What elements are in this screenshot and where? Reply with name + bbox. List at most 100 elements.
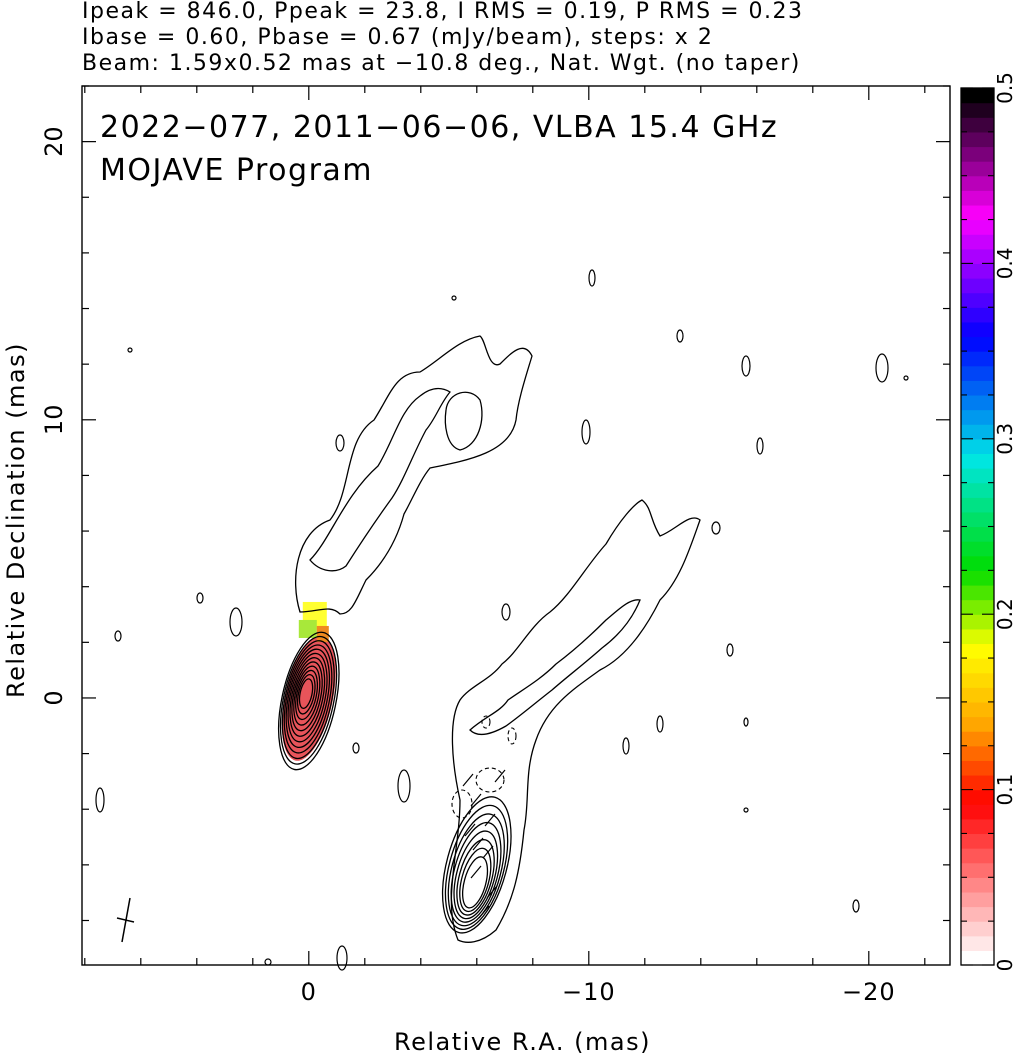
colorbar-swatch [961,263,994,279]
header-line-3: Beam: 1.59x0.52 mas at −10.8 deg., Nat. … [82,51,801,76]
core-contour [291,661,323,732]
colorbar-swatch [961,818,994,835]
x-tick-label: 0 [301,978,317,1006]
colorbar-swatch [961,511,994,528]
colorbar-swatch [961,102,994,118]
noise-contour [95,787,105,813]
noise-contour [352,742,360,754]
x-tick-label: −20 [842,978,896,1006]
colorbar-swatch [961,161,994,177]
noise-contour [676,329,684,343]
evpa-tick [472,837,484,851]
colorbar-swatch [961,789,994,805]
negative-contour [475,767,505,793]
colorbar-swatch [961,658,994,674]
colorbar-swatch [961,438,994,455]
colorbar-swatch [961,716,994,732]
evpa-tick [462,773,474,787]
colorbar-swatch [961,687,994,703]
colorbar-swatch [961,234,994,250]
colorbar-swatch [961,643,994,659]
colorbar-swatch [961,760,994,776]
colorbar-swatch [961,701,994,718]
colorbar-tick-label: 0 [993,959,1017,972]
noise-contour [335,434,345,452]
x-tick-label: −10 [562,978,616,1006]
core-contour [296,674,316,715]
colorbar-tick-label: 0.5 [993,72,1017,104]
noise-contour [397,769,411,803]
colorbar-swatch [961,424,994,440]
core-contour [279,635,338,765]
core-contour [281,640,335,760]
colorbar-swatch [961,278,994,294]
noise-contour [756,437,764,455]
core-contour [277,631,340,771]
western-jet-outer-contour [450,499,701,943]
colorbar-swatch [961,394,994,411]
colorbar-swatch [961,862,994,878]
colorbar-swatch [961,409,994,425]
plot-subtitle: MOJAVE Program [100,153,374,188]
western-jet-inner-contour [469,599,641,736]
noise-contour [622,737,630,755]
colorbar-swatch [961,555,994,571]
evpa-tick [478,905,490,919]
core-contour [298,678,314,710]
noise-contour [711,521,721,535]
core-contour [285,648,331,749]
negative-contour [451,789,473,819]
noise-contour [726,643,734,657]
noise-contour [264,958,272,966]
core-contour [289,657,326,737]
noise-contour [741,355,751,377]
knot-contour [441,796,512,934]
evpa-tick [484,813,496,827]
polarization-green-patch [298,619,317,638]
colorbar-swatch [961,935,994,951]
noise-contour [875,353,889,383]
colorbar-swatch [961,117,994,133]
colorbar-swatch [961,219,994,235]
y-tick-label: 0 [40,690,68,705]
colorbar-swatch [961,204,994,221]
colorbar-swatch [961,365,994,381]
noise-contour [588,269,596,287]
knot-contour [444,804,509,930]
noise-contour [127,347,133,353]
noise-contour [451,295,457,301]
colorbar-swatch [961,584,994,601]
x-axis-label: Relative R.A. (mas) [394,1028,651,1056]
colorbar-swatch [961,570,994,586]
colorbar-swatch [961,146,994,162]
colorbar-swatch [961,131,994,148]
colorbar-swatch [961,950,994,966]
core-contour [287,652,328,743]
y-tick-label: 20 [40,126,68,157]
colorbar-swatch [961,891,994,908]
colorbar-swatch [961,804,994,820]
evpa-tick [494,769,506,783]
colorbar-swatch [961,292,994,308]
y-axis-label: Relative Declination (mas) [2,341,30,699]
noise-contour [743,807,749,813]
colorbar-swatch [961,774,994,791]
noise-contour [114,630,122,642]
y-tick-label: 10 [40,405,68,436]
colorbar-tick-label: 0.4 [993,247,1017,279]
evpa-tick [470,793,482,807]
colorbar-swatch [961,731,994,747]
colorbar-swatch [961,482,994,498]
noise-contour [656,715,664,733]
noise-contour [501,603,511,621]
colorbar-swatch [961,672,994,688]
colorbar-swatch [961,380,994,396]
colorbar-tick-label: 0.3 [993,423,1017,455]
colorbar-swatch [961,526,994,542]
colorbar-swatch [961,307,994,323]
noise-contour [229,607,243,637]
colorbar-swatch [961,745,994,761]
colorbar-swatch [961,321,994,338]
knot-contour [456,839,495,916]
